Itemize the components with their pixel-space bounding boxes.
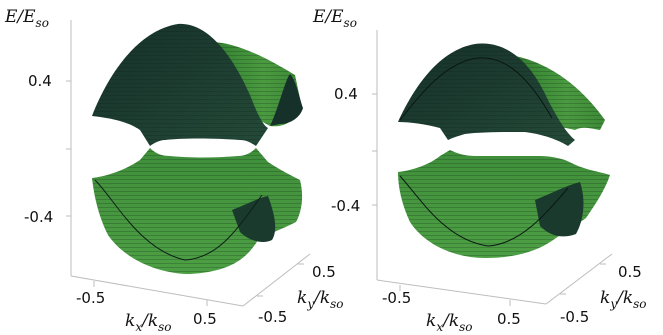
y-axis-label-left: E/Eso (4, 7, 49, 30)
xtick-0-5-left: 0.5 (193, 310, 217, 328)
svg-text:ky/kso: ky/kso (600, 288, 647, 311)
x-axis-label-right: kx/kso (426, 311, 473, 334)
ytick-0-4-right: 0.4 (334, 85, 358, 103)
svg-text:kx/kso: kx/kso (426, 311, 473, 334)
svg-text:kx/kso: kx/kso (125, 311, 172, 334)
y-axis-label-right: E/Eso (312, 7, 357, 30)
panel-right: E/Eso 0.4 -0.4 -0.5 0.5 0.5 -0.5 kx/kso … (312, 7, 647, 334)
ktick-neg-0-5-right: -0.5 (560, 308, 589, 326)
ktick-neg-0-5-left: -0.5 (258, 308, 287, 326)
ktick-0-5-right: 0.5 (618, 263, 642, 281)
upper-band-dome-right-lines (398, 43, 575, 146)
xtick-neg-0-5-right: -0.5 (382, 289, 411, 307)
lower-band-dark-patch (232, 196, 276, 243)
svg-text:ky/kso: ky/kso (297, 288, 344, 311)
lower-band-curve (94, 179, 263, 261)
lower-band-front-lines (92, 148, 303, 274)
axes-box-right (372, 30, 613, 306)
k-axis-label-left: ky/kso (297, 288, 344, 311)
ytick-0-4-left: 0.4 (28, 72, 52, 90)
panel-left: E/Eso 0.4 -0.4 -0.5 0.5 0.5 -0.5 kx/kso … (4, 7, 344, 334)
upper-band-dome-lines (92, 23, 268, 146)
x-axis-label-left: kx/kso (125, 311, 172, 334)
ytick-neg-0-4-left: -0.4 (24, 208, 53, 226)
svg-text:E/Eso: E/Eso (312, 7, 357, 30)
axes-box-left (66, 20, 311, 307)
k-axis-label-right: ky/kso (600, 288, 647, 311)
ktick-0-5-left: 0.5 (312, 263, 336, 281)
lower-band-curve-right (399, 175, 569, 247)
xtick-neg-0-5-left: -0.5 (76, 289, 105, 307)
svg-text:E/Eso: E/Eso (4, 7, 49, 30)
upper-band-curve-right (399, 57, 553, 121)
lower-band-dark-patch-right (535, 182, 584, 237)
upper-band-wing (270, 74, 303, 126)
xtick-0-5-right: 0.5 (497, 310, 521, 328)
ytick-neg-0-4-right: -0.4 (331, 197, 360, 215)
